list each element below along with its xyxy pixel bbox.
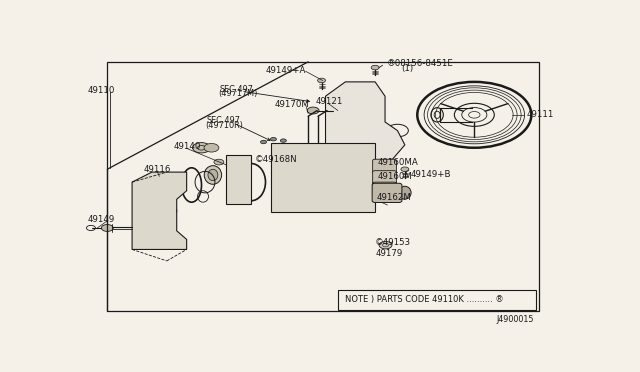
- Circle shape: [401, 167, 409, 171]
- Circle shape: [328, 135, 343, 144]
- Circle shape: [274, 146, 283, 151]
- Ellipse shape: [399, 186, 411, 199]
- Circle shape: [271, 137, 276, 141]
- Circle shape: [387, 124, 408, 137]
- Text: 49160MA: 49160MA: [378, 158, 419, 167]
- Circle shape: [169, 242, 179, 248]
- Text: 49149+A: 49149+A: [266, 66, 307, 75]
- Circle shape: [371, 65, 379, 70]
- Text: ©49168N: ©49168N: [255, 155, 297, 164]
- FancyBboxPatch shape: [372, 183, 402, 202]
- Circle shape: [142, 201, 177, 221]
- Circle shape: [361, 205, 370, 211]
- Text: 49110: 49110: [88, 86, 115, 95]
- Text: ©49153: ©49153: [374, 238, 411, 247]
- FancyBboxPatch shape: [372, 182, 396, 196]
- Circle shape: [140, 183, 150, 189]
- Text: 49170M: 49170M: [275, 100, 309, 109]
- Ellipse shape: [204, 166, 221, 184]
- Text: SEC.497: SEC.497: [207, 116, 241, 125]
- Circle shape: [140, 242, 150, 248]
- Text: 49179: 49179: [375, 249, 403, 258]
- Bar: [338, 289, 536, 310]
- Circle shape: [300, 165, 344, 191]
- Ellipse shape: [208, 169, 218, 181]
- Circle shape: [169, 183, 179, 189]
- Circle shape: [150, 206, 168, 216]
- Polygon shape: [326, 82, 405, 164]
- Circle shape: [328, 97, 343, 106]
- Polygon shape: [227, 155, 251, 203]
- Circle shape: [274, 205, 283, 211]
- Circle shape: [204, 144, 219, 152]
- Text: J4900015: J4900015: [497, 315, 534, 324]
- FancyBboxPatch shape: [372, 159, 396, 173]
- Text: 49160M: 49160M: [378, 172, 412, 181]
- Bar: [108, 62, 539, 311]
- Circle shape: [312, 172, 332, 183]
- Text: 49121: 49121: [316, 97, 343, 106]
- Text: (49710R): (49710R): [205, 121, 243, 130]
- Text: 49140: 49140: [173, 142, 200, 151]
- Ellipse shape: [231, 166, 246, 192]
- Text: 49149: 49149: [88, 215, 115, 224]
- Text: 49111: 49111: [527, 110, 554, 119]
- Circle shape: [379, 241, 392, 249]
- Ellipse shape: [235, 173, 243, 186]
- Text: 49149+B: 49149+B: [411, 170, 451, 179]
- Text: (49717M): (49717M): [218, 89, 257, 99]
- Circle shape: [276, 157, 288, 164]
- Circle shape: [280, 139, 286, 142]
- Text: SEC.497: SEC.497: [220, 84, 253, 93]
- Text: ®08156-8451E: ®08156-8451E: [387, 59, 453, 68]
- Circle shape: [367, 121, 383, 129]
- Circle shape: [290, 159, 355, 196]
- FancyBboxPatch shape: [372, 171, 396, 185]
- Text: 49116: 49116: [143, 165, 171, 174]
- Circle shape: [214, 159, 224, 165]
- Circle shape: [307, 107, 319, 114]
- Text: 49162M: 49162M: [376, 193, 412, 202]
- Text: (1): (1): [401, 64, 413, 74]
- Polygon shape: [132, 172, 187, 250]
- Circle shape: [317, 78, 326, 83]
- Circle shape: [260, 140, 266, 144]
- Text: NOTE ) PARTS CODE 49110K .......... ®: NOTE ) PARTS CODE 49110K .......... ®: [346, 295, 504, 304]
- Circle shape: [193, 142, 211, 153]
- Polygon shape: [271, 144, 375, 212]
- Circle shape: [101, 225, 113, 231]
- Circle shape: [361, 146, 370, 151]
